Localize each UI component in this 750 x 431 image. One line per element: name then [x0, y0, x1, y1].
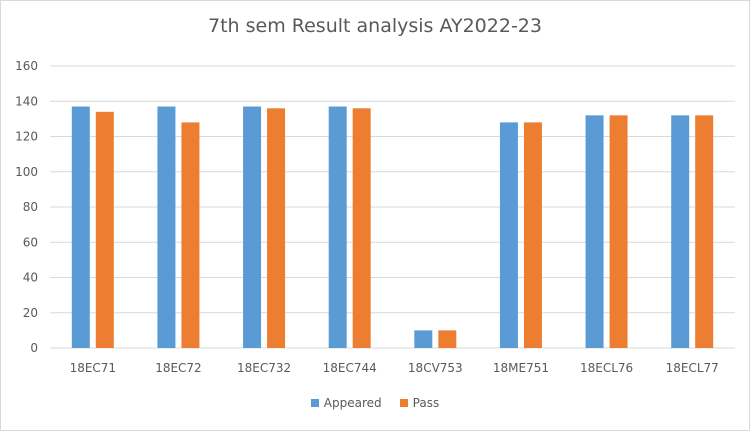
x-tick-label-18ec744: 18EC744 [323, 361, 377, 375]
legend-item-pass: Pass [399, 396, 440, 410]
x-tick-label-18ec732: 18EC732 [237, 361, 291, 375]
bar-appeared-18cv753 [414, 330, 433, 348]
legend-label-appeared: Appeared [323, 396, 382, 410]
legend: Appeared Pass [0, 396, 750, 410]
y-tick-label-40: 40 [23, 271, 38, 285]
x-tick-label-18ec71: 18EC71 [70, 361, 117, 375]
chart-title: 7th sem Result analysis AY2022-23 [208, 15, 542, 37]
bar-appeared-18ecl76 [585, 115, 604, 348]
bar-pass-18ec71 [95, 111, 114, 348]
bar-appeared-18ecl77 [671, 115, 690, 348]
y-tick-label-0: 0 [30, 341, 38, 355]
bar-pass-18ecl77 [695, 115, 714, 348]
bar-appeared-18ec72 [157, 106, 176, 348]
bar-appeared-18ec744 [328, 106, 347, 348]
legend-label-pass: Pass [412, 396, 440, 410]
x-tick-label-18me751: 18ME751 [493, 361, 549, 375]
y-tick-label-160: 160 [15, 59, 38, 73]
bar-appeared-18ec732 [243, 106, 262, 348]
legend-swatch-appeared [310, 399, 319, 407]
legend-item-appeared: Appeared [310, 396, 382, 410]
y-tick-label-120: 120 [15, 130, 38, 144]
bar-pass-18me751 [523, 122, 542, 349]
x-tick-label-18cv753: 18CV753 [408, 361, 463, 375]
legend-swatch-pass [399, 399, 408, 407]
bar-pass-18ec732 [267, 108, 286, 348]
y-tick-label-60: 60 [23, 235, 38, 249]
x-tick-label-18ec72: 18EC72 [155, 361, 202, 375]
x-tick-label-18ecl76: 18ECL76 [580, 361, 633, 375]
bar-pass-18ec744 [352, 108, 371, 348]
bar-pass-18ec72 [181, 122, 200, 349]
bar-pass-18ecl76 [609, 115, 628, 348]
bar-appeared-18ec71 [71, 106, 90, 348]
y-tick-label-80: 80 [23, 200, 38, 214]
y-tick-label-100: 100 [15, 165, 38, 179]
x-tick-label-18ecl77: 18ECL77 [666, 361, 719, 375]
bar-appeared-18me751 [499, 122, 518, 349]
y-tick-label-20: 20 [23, 306, 38, 320]
bar-pass-18cv753 [438, 330, 457, 348]
y-tick-label-140: 140 [15, 94, 38, 108]
